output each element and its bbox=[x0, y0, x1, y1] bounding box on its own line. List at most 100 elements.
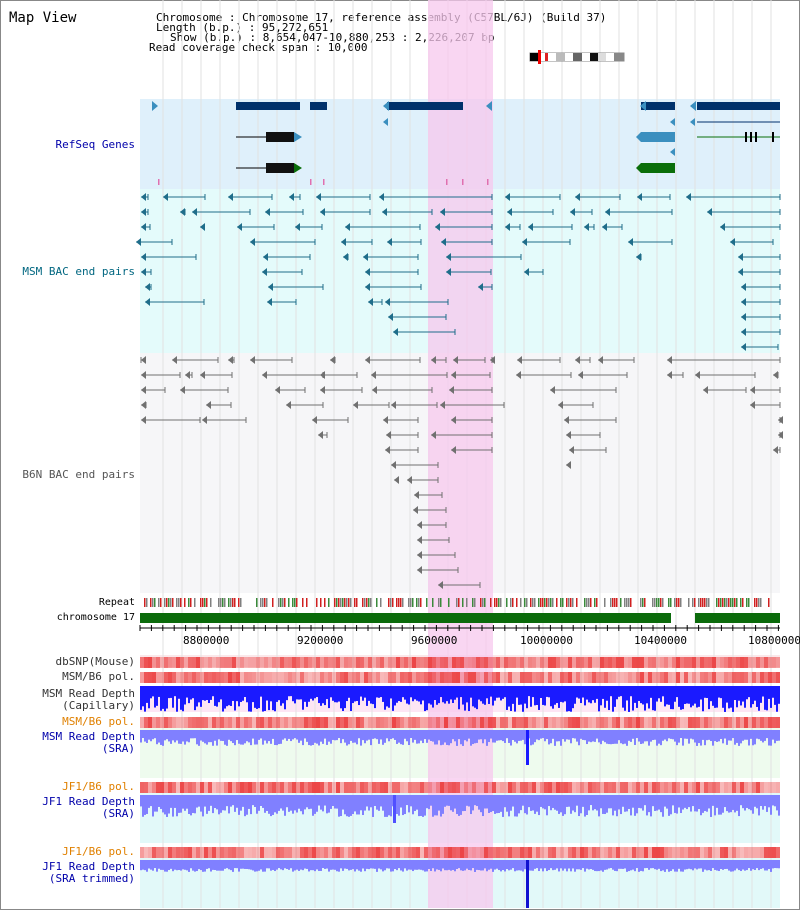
msm-b6-pol-cell bbox=[580, 672, 584, 683]
jf1-b6-pol-cell bbox=[412, 782, 416, 793]
msm-b6-pol-cell bbox=[344, 672, 348, 683]
jf1-b6-pol-cell bbox=[148, 782, 152, 793]
jf1-b6-pol-cell bbox=[328, 782, 332, 793]
jf1-sra-depth-bar bbox=[282, 795, 284, 811]
msm-capillary-depth-bar bbox=[212, 686, 214, 697]
msm-sra-depth-bar bbox=[674, 730, 676, 742]
jf1-b6-pol-cell bbox=[228, 847, 232, 858]
jf1-trimmed-depth-bar bbox=[204, 860, 206, 872]
track-label-msm-depth-capillary[interactable]: MSM Read Depth (Capillary) bbox=[0, 688, 135, 712]
jf1-b6-pol-cell bbox=[760, 847, 764, 858]
track-label-msm-b6-pol[interactable]: MSM/B6 pol. bbox=[62, 670, 135, 683]
msm-capillary-depth-bar bbox=[148, 686, 150, 709]
repeat-element bbox=[704, 598, 706, 607]
msm-b6-pol-cell bbox=[692, 717, 696, 728]
jf1-sra-depth-bar bbox=[582, 795, 584, 807]
jf1-b6-pol-cell bbox=[216, 847, 220, 858]
msm-bac-pair-end bbox=[365, 283, 370, 291]
track-label-dbsnp[interactable]: dbSNP(Mouse) bbox=[55, 655, 135, 668]
jf1-b6-pol-cell bbox=[224, 847, 228, 858]
jf1-b6-pol-cell bbox=[512, 847, 516, 858]
msm-b6-pol-cell bbox=[300, 672, 304, 683]
repeat-element bbox=[366, 598, 368, 607]
jf1-sra-depth-bar bbox=[766, 795, 768, 812]
track-label-b6n-bac[interactable]: B6N BAC end pairs bbox=[22, 468, 135, 481]
repeat-element bbox=[438, 598, 440, 607]
repeat-element bbox=[354, 598, 356, 607]
repeat-element bbox=[702, 598, 704, 607]
msm-bac-pair-end bbox=[263, 253, 268, 261]
msm-capillary-depth-bar bbox=[650, 686, 652, 698]
msm-b6-pol-cell bbox=[188, 717, 192, 728]
jf1-sra-depth-bar bbox=[760, 795, 762, 807]
msm-capillary-depth-bar bbox=[192, 686, 194, 699]
jf1-trimmed-depth-bar bbox=[778, 860, 780, 869]
jf1-b6-pol-cell bbox=[552, 782, 556, 793]
jf1-trimmed-depth-bar bbox=[688, 860, 690, 869]
jf1-sra-depth-bar bbox=[624, 795, 626, 812]
jf1-sra-depth-bar bbox=[150, 795, 152, 807]
jf1-trimmed-depth-bar bbox=[506, 860, 508, 870]
jf1-b6-pol-cell bbox=[604, 847, 608, 858]
repeat-element bbox=[334, 598, 336, 607]
track-label-jf1-b6-pol-2[interactable]: JF1/B6 pol. bbox=[62, 845, 135, 858]
msm-b6-pol-cell bbox=[248, 672, 252, 683]
track-label-refseq-genes[interactable]: RefSeq Genes bbox=[55, 138, 135, 151]
repeat-element bbox=[344, 598, 346, 607]
msm-capillary-depth-bar bbox=[364, 686, 366, 698]
track-label-jf1-depth-trimmed[interactable]: JF1 Read Depth (SRA trimmed) bbox=[0, 861, 135, 885]
dbsnp-density-cell bbox=[532, 657, 536, 668]
track-label-jf1-b6-pol[interactable]: JF1/B6 pol. bbox=[62, 780, 135, 793]
msm-bac-pair-end bbox=[163, 193, 168, 201]
jf1-b6-pol-cell bbox=[192, 782, 196, 793]
msm-bac-pair-end bbox=[268, 283, 273, 291]
jf1-sra-depth-bar bbox=[236, 795, 238, 808]
jf1-trimmed-depth-bar bbox=[236, 860, 238, 869]
jf1-b6-pol-cell bbox=[464, 782, 468, 793]
dbsnp-density-cell bbox=[660, 657, 664, 668]
jf1-sra-depth-bar bbox=[292, 795, 294, 814]
track-label-msm-depth-sra[interactable]: MSM Read Depth (SRA) bbox=[0, 731, 135, 755]
msm-sra-depth-bar bbox=[614, 730, 616, 744]
msm-sra-depth-bar bbox=[444, 730, 446, 743]
track-label-msm-bac[interactable]: MSM BAC end pairs bbox=[22, 265, 135, 278]
msm-b6-pol-cell bbox=[512, 717, 516, 728]
jf1-sra-depth-bar bbox=[436, 795, 438, 816]
jf1-sra-depth-bar bbox=[444, 795, 446, 807]
jf1-sra-depth-bar bbox=[348, 795, 350, 817]
msm-sra-depth-bar bbox=[262, 730, 264, 745]
msm-b6-pol-cell bbox=[576, 672, 580, 683]
msm-capillary-depth-bar bbox=[550, 686, 552, 707]
jf1-trimmed-depth-bar bbox=[498, 860, 500, 871]
msm-capillary-depth-bar bbox=[564, 686, 566, 702]
jf1-sra-depth-bar bbox=[308, 795, 310, 810]
msm-b6-pol-cell bbox=[652, 717, 656, 728]
jf1-sra-depth-bar bbox=[748, 795, 750, 810]
msm-capillary-depth-bar bbox=[208, 686, 210, 704]
msm-b6-pol-cell bbox=[552, 717, 556, 728]
msm-b6-pol-cell bbox=[208, 672, 212, 683]
msm-b6-pol-cell bbox=[284, 717, 288, 728]
dbsnp-density-cell bbox=[272, 657, 276, 668]
msm-capillary-depth-bar bbox=[178, 686, 180, 699]
jf1-b6-pol-cell bbox=[752, 847, 756, 858]
b6n-bac-pair-end bbox=[330, 356, 335, 364]
jf1-sra-depth-bar bbox=[702, 795, 704, 813]
msm-capillary-depth-bar bbox=[556, 686, 558, 704]
msm-b6-pol-cell bbox=[640, 672, 644, 683]
dbsnp-density-cell bbox=[760, 657, 764, 668]
jf1-b6-pol-cell bbox=[344, 847, 348, 858]
msm-sra-depth-bar bbox=[738, 730, 740, 746]
repeat-element bbox=[748, 598, 750, 607]
msm-b6-pol-cell bbox=[248, 717, 252, 728]
msm-b6-pol-cell bbox=[352, 672, 356, 683]
jf1-b6-pol-cell bbox=[388, 847, 392, 858]
jf1-sra-depth-bar bbox=[656, 795, 658, 811]
msm-bac-pair-end bbox=[505, 223, 510, 231]
jf1-b6-pol-cell bbox=[560, 782, 564, 793]
dbsnp-density-cell bbox=[212, 657, 216, 668]
msm-b6-pol-cell bbox=[220, 717, 224, 728]
track-label-msm-b6-pol-2[interactable]: MSM/B6 pol. bbox=[62, 715, 135, 728]
track-label-jf1-depth-sra[interactable]: JF1 Read Depth (SRA) bbox=[0, 796, 135, 820]
